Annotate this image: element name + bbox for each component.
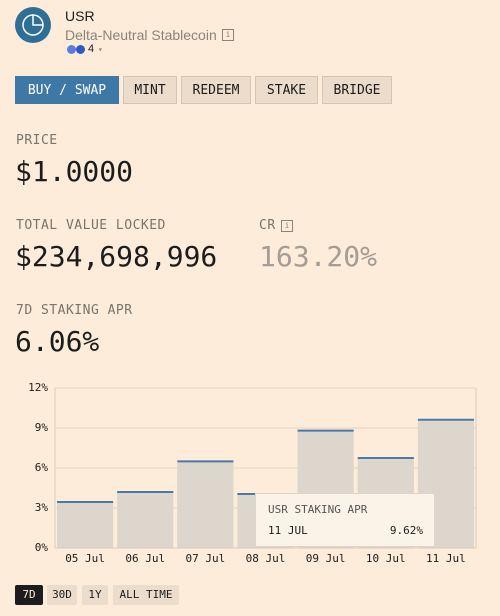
tab[interactable]: MINT xyxy=(123,76,177,104)
stat-label: 7D STAKING APR xyxy=(16,303,133,318)
dropdown-caret: ▾ xyxy=(98,45,103,54)
tooltip-value: 9.62% xyxy=(389,524,423,537)
y-tick-label: 6% xyxy=(35,461,49,474)
range-button[interactable]: 30D xyxy=(47,585,77,605)
tab[interactable]: STAKE xyxy=(255,76,318,104)
info-icon[interactable]: i xyxy=(281,220,293,232)
stat-value: 163.20% xyxy=(259,240,378,273)
y-tick-label: 3% xyxy=(35,501,49,514)
stat-value: $1.0000 xyxy=(15,155,134,188)
tab[interactable]: BUY / SWAP xyxy=(15,76,119,104)
tooltip-date: 11 JUL xyxy=(268,524,308,537)
x-tick-label: 09 Jul xyxy=(306,552,346,565)
y-tick-label: 0% xyxy=(35,541,49,554)
stat-label: PRICE xyxy=(16,133,58,148)
tab[interactable]: BRIDGE xyxy=(322,76,392,104)
stat-value: 6.06% xyxy=(15,325,100,358)
x-tick-label: 11 Jul xyxy=(426,552,466,565)
x-tick-label: 08 Jul xyxy=(246,552,286,565)
chain-icon xyxy=(76,45,85,54)
x-tick-label: 07 Jul xyxy=(185,552,225,565)
tooltip: USR STAKING APR 11 JUL 9.62% xyxy=(255,493,435,547)
x-tick-label: 06 Jul xyxy=(125,552,165,565)
logo xyxy=(15,7,51,43)
tooltip-title: USR STAKING APR xyxy=(268,503,368,516)
bar xyxy=(177,461,234,548)
token-title: USR xyxy=(65,8,95,24)
stat-label: TOTAL VALUE LOCKED xyxy=(16,218,166,233)
stat-value: $234,698,996 xyxy=(15,240,218,273)
token-subtitle: Delta-Neutral Stablecoin xyxy=(65,27,217,43)
bar xyxy=(117,492,174,548)
range-button[interactable]: 1Y xyxy=(82,585,108,605)
y-tick-label: 12% xyxy=(28,381,48,394)
range-button[interactable]: ALL TIME xyxy=(113,585,179,605)
chain-count[interactable]: 4 xyxy=(88,43,95,55)
x-tick-label: 05 Jul xyxy=(65,552,105,565)
stat-label: CR xyxy=(259,218,276,233)
x-tick-label: 10 Jul xyxy=(366,552,406,565)
chain-icon xyxy=(67,45,76,54)
tab[interactable]: REDEEM xyxy=(181,76,251,104)
range-button[interactable]: 7D xyxy=(15,585,43,605)
bar xyxy=(57,502,114,548)
info-icon[interactable]: i xyxy=(222,29,234,41)
y-tick-label: 9% xyxy=(35,421,49,434)
